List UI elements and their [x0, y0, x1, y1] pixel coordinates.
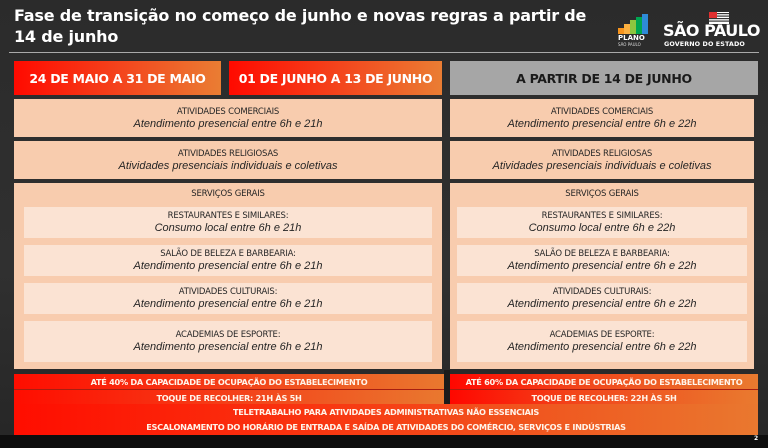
- right-atividades-religiosas: ATIVIDADES RELIGIOSAS Atividades presenc…: [450, 141, 754, 179]
- governo-do-estado-label: GOVERNO DO ESTADO: [664, 40, 745, 48]
- item-description: Atendimento presencial entre 6h e 21h: [133, 260, 323, 272]
- strip-separator: [450, 389, 758, 390]
- item-caption: SALÃO DE BELEZA E BARBEARIA:: [534, 249, 670, 259]
- slide-header: Fase de transição no começo de junho e n…: [0, 0, 768, 54]
- column-header-period-1: 24 DE MAIO A 31 DE MAIO: [14, 61, 221, 95]
- item-description: Atendimento presencial entre 6h e 21h: [133, 341, 323, 353]
- strip-separator: [14, 389, 444, 390]
- bar-chart-icon: [618, 14, 650, 34]
- item-caption: ATIVIDADES CULTURAIS:: [552, 287, 652, 297]
- left-academias: ACADEMIAS DE ESPORTE: Atendimento presen…: [24, 321, 432, 362]
- left-atividades-culturais: ATIVIDADES CULTURAIS: Atendimento presen…: [24, 283, 432, 314]
- item-caption: RESTAURANTES E SIMILARES:: [541, 211, 663, 221]
- right-academias: ACADEMIAS DE ESPORTE: Atendimento presen…: [457, 321, 747, 362]
- page-number: 2: [754, 435, 759, 442]
- left-restaurantes: RESTAURANTES E SIMILARES: Consumo local …: [24, 207, 432, 238]
- left-salao-beleza: SALÃO DE BELEZA E BARBEARIA: Atendimento…: [24, 245, 432, 276]
- slide-title: Fase de transição no começo de junho e n…: [14, 6, 587, 46]
- item-description: Consumo local entre 6h e 22h: [528, 222, 676, 234]
- section-description: Atividades presenciais individuais e col…: [492, 159, 712, 172]
- right-servicos-gerais: SERVIÇOS GERAIS RESTAURANTES E SIMILARES…: [450, 183, 754, 369]
- left-atividades-comerciais: ATIVIDADES COMERCIAIS Atendimento presen…: [14, 99, 442, 137]
- sao-paulo-name: SÃO PAULO: [663, 21, 760, 40]
- plano-label: PLANO: [618, 34, 645, 42]
- teletrabalho-rule: TELETRABALHO PARA ATIVIDADES ADMINISTRAT…: [232, 406, 540, 417]
- section-description: Atendimento presencial entre 6h e 22h: [507, 117, 697, 130]
- item-caption: RESTAURANTES E SIMILARES:: [167, 211, 289, 221]
- item-description: Atendimento presencial entre 6h e 22h: [507, 298, 697, 310]
- item-description: Atendimento presencial entre 6h e 22h: [507, 260, 697, 272]
- right-restaurantes: RESTAURANTES E SIMILARES: Consumo local …: [457, 207, 747, 238]
- escalonamento-rule: ESCALONAMENTO DO HORÁRIO DE ENTRADA E SA…: [146, 421, 626, 432]
- item-caption: ACADEMIAS DE ESPORTE:: [175, 330, 281, 340]
- column-header-period-2: 01 DE JUNHO A 13 DE JUNHO: [229, 61, 442, 95]
- bottom-bar: [0, 435, 768, 448]
- item-description: Atendimento presencial entre 6h e 21h: [133, 298, 323, 310]
- sao-paulo-government-logo: SÃO PAULO GOVERNO DO ESTADO: [663, 10, 763, 48]
- column-header-period-3: A PARTIR DE 14 DE JUNHO: [450, 61, 758, 95]
- section-description: Atividades presenciais individuais e col…: [118, 159, 338, 172]
- section-caption: ATIVIDADES COMERCIAIS: [176, 106, 280, 117]
- item-caption: ACADEMIAS DE ESPORTE:: [549, 330, 655, 340]
- plano-sub-label: SÃO PAULO: [618, 42, 641, 47]
- section-caption: ATIVIDADES COMERCIAIS: [550, 106, 654, 117]
- item-caption: ATIVIDADES CULTURAIS:: [178, 287, 278, 297]
- right-atividades-comerciais: ATIVIDADES COMERCIAIS Atendimento presen…: [450, 99, 754, 137]
- left-atividades-religiosas: ATIVIDADES RELIGIOSAS Atividades presenc…: [14, 141, 442, 179]
- general-rules-band: TELETRABALHO PARA ATIVIDADES ADMINISTRAT…: [14, 404, 758, 435]
- left-capacity-strip: ATÉ 40% DA CAPACIDADE DE OCUPAÇÃO DO EST…: [14, 374, 444, 389]
- group-caption: SERVIÇOS GERAIS: [191, 189, 265, 199]
- right-curfew-strip: TOQUE DE RECOLHER: 22H ÀS 5H: [450, 390, 758, 405]
- section-caption: ATIVIDADES RELIGIOSAS: [551, 148, 653, 159]
- right-capacity-strip: ATÉ 60% DA CAPACIDADE DE OCUPAÇÃO DO EST…: [450, 374, 758, 389]
- header-divider: [9, 52, 759, 53]
- group-caption: SERVIÇOS GERAIS: [565, 189, 639, 199]
- left-servicos-gerais: SERVIÇOS GERAIS RESTAURANTES E SIMILARES…: [14, 183, 442, 369]
- left-curfew-strip: TOQUE DE RECOLHER: 21H ÀS 5H: [14, 390, 444, 405]
- section-description: Atendimento presencial entre 6h e 21h: [133, 117, 323, 130]
- sao-paulo-flag-icon: [709, 12, 729, 24]
- item-caption: SALÃO DE BELEZA E BARBEARIA:: [160, 249, 296, 259]
- column-divider: [444, 370, 450, 404]
- item-description: Consumo local entre 6h e 21h: [154, 222, 302, 234]
- section-caption: ATIVIDADES RELIGIOSAS: [177, 148, 279, 159]
- plano-sao-paulo-logo: PLANO SÃO PAULO: [618, 14, 650, 48]
- right-atividades-culturais: ATIVIDADES CULTURAIS: Atendimento presen…: [457, 283, 747, 314]
- right-salao-beleza: SALÃO DE BELEZA E BARBEARIA: Atendimento…: [457, 245, 747, 276]
- item-description: Atendimento presencial entre 6h e 22h: [507, 341, 697, 353]
